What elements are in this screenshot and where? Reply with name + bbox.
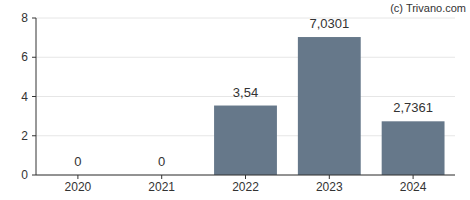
x-tick	[329, 175, 330, 179]
x-tick	[161, 175, 162, 179]
y-tick	[32, 96, 36, 97]
data-label: 0	[158, 154, 165, 169]
x-tick	[77, 175, 78, 179]
x-tick-label: 2021	[148, 180, 175, 194]
y-tick-label: 4	[21, 90, 28, 104]
bars	[214, 37, 444, 175]
y-tick-label: 6	[21, 50, 28, 64]
x-tick-label: 2024	[400, 180, 427, 194]
y-tick-label: 2	[21, 129, 28, 143]
x-tick-label: 2023	[316, 180, 343, 194]
data-label: 0	[74, 154, 81, 169]
bar	[214, 106, 277, 175]
y-tick	[32, 18, 36, 19]
x-tick-label: 2020	[65, 180, 92, 194]
data-label: 7,0301	[309, 16, 349, 31]
y-axis	[36, 18, 37, 175]
y-tick	[32, 57, 36, 58]
grid-line	[36, 18, 455, 19]
data-label: 3,54	[233, 85, 258, 100]
bar	[298, 37, 361, 175]
data-label: 2,7361	[393, 100, 433, 115]
chart-svg: 0 2 4 6 8 2020 2021 2022 2023 2024 0 0 3,54 7,0301 2,7…	[0, 0, 470, 200]
bar	[382, 121, 445, 175]
grid-line	[36, 57, 455, 58]
y-tick	[32, 175, 36, 176]
y-tick-label: 8	[21, 11, 28, 25]
y-tick	[32, 135, 36, 136]
annotation: (c) Trivano.com	[390, 2, 466, 14]
y-tick-label: 0	[21, 168, 28, 182]
x-tick-label: 2022	[232, 180, 259, 194]
x-tick	[413, 175, 414, 179]
x-tick	[245, 175, 246, 179]
chart-container: 0 2 4 6 8 2020 2021 2022 2023 2024 0 0 3,54 7,0301 2,7…	[0, 0, 470, 200]
